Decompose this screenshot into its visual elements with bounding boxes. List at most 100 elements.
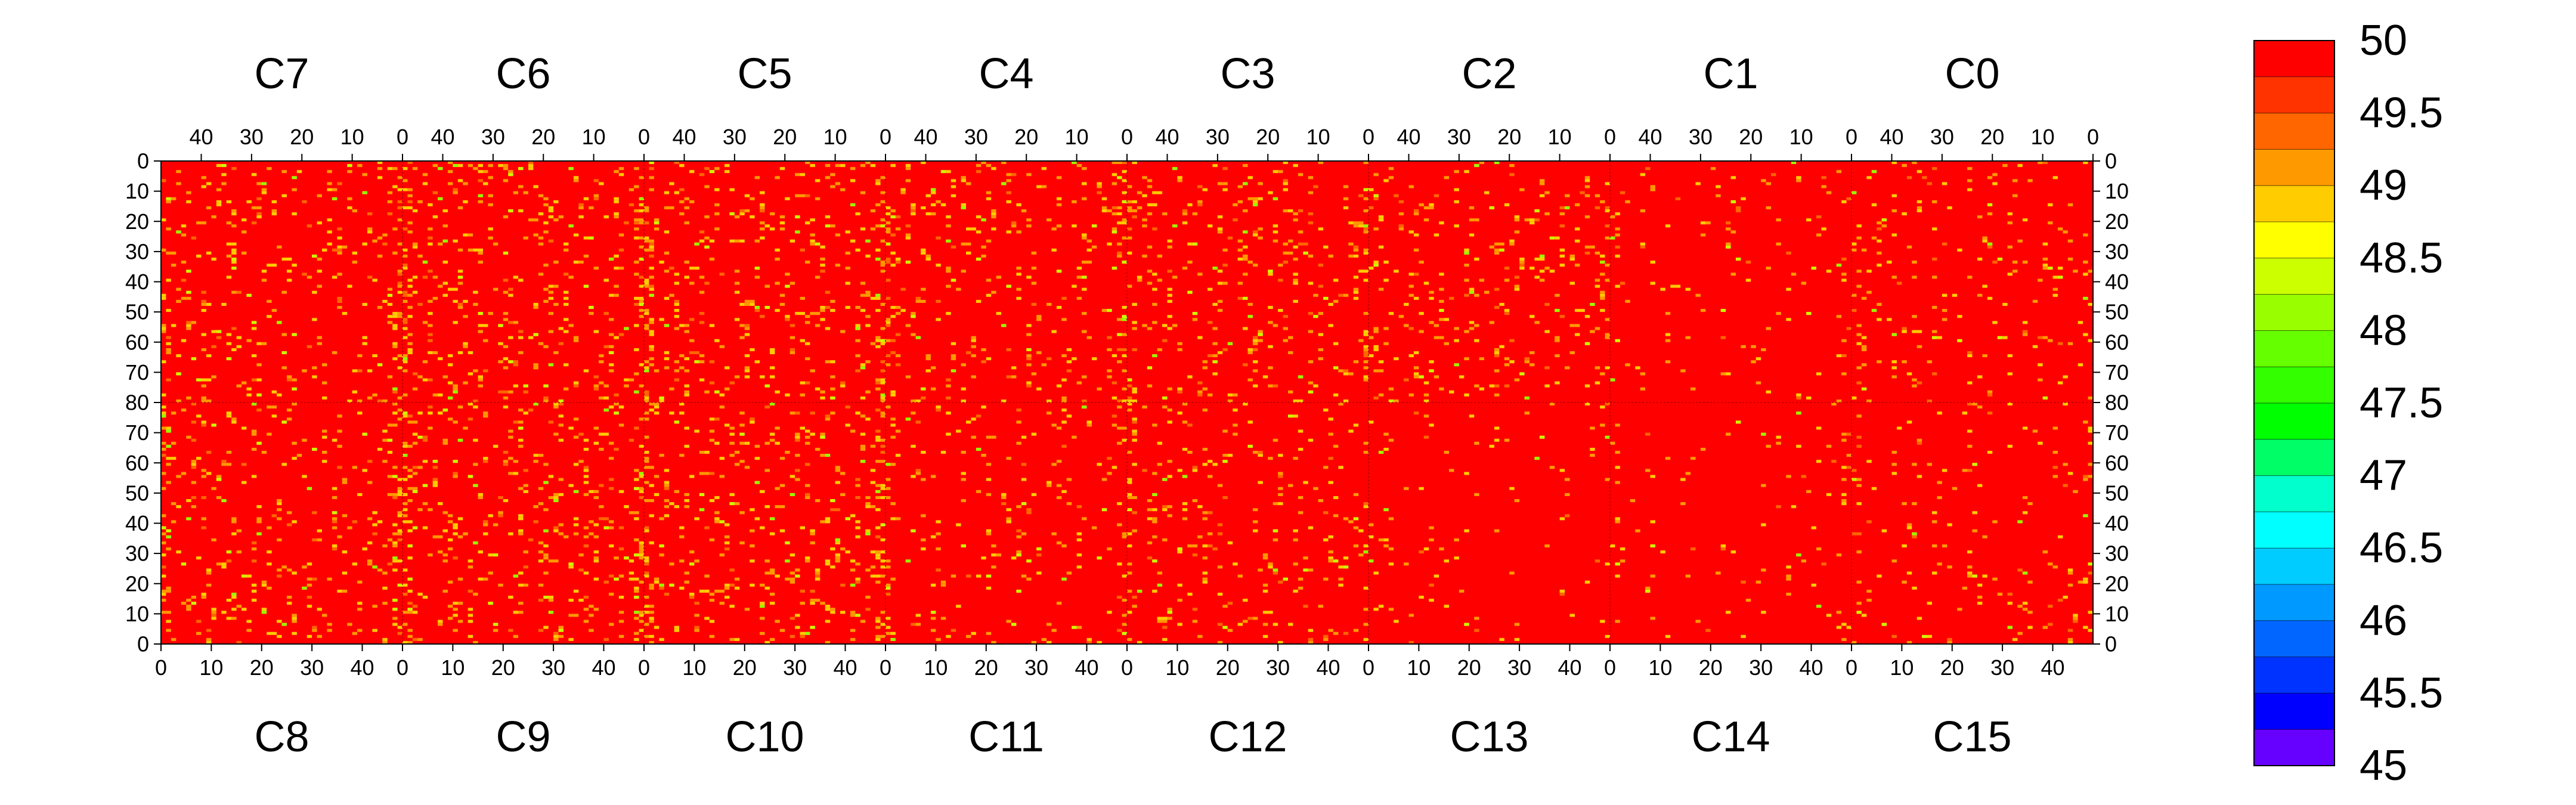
heatmap-pixel bbox=[1942, 293, 1948, 297]
heatmap-pixel bbox=[996, 275, 1002, 279]
heatmap-pixel bbox=[161, 218, 166, 222]
heatmap-pixel bbox=[704, 390, 710, 394]
heatmap-pixel bbox=[1479, 278, 1485, 282]
heatmap-pixel bbox=[704, 574, 710, 578]
heatmap-pixel bbox=[1006, 284, 1011, 288]
heatmap-pixel bbox=[1117, 333, 1122, 336]
heatmap-pixel bbox=[1489, 321, 1494, 324]
heatmap-pixel bbox=[634, 261, 639, 264]
heatmap-pixel bbox=[256, 393, 262, 397]
heatmap-pixel bbox=[438, 197, 443, 200]
heatmap-pixel bbox=[483, 520, 488, 524]
heatmap-pixel bbox=[397, 529, 402, 532]
heatmap-pixel bbox=[281, 420, 287, 424]
heatmap-pixel bbox=[548, 559, 554, 563]
heatmap-pixel bbox=[860, 447, 866, 451]
heatmap-pixel bbox=[644, 457, 649, 460]
heatmap-pixel bbox=[639, 384, 644, 388]
heatmap-pixel bbox=[925, 258, 931, 261]
heatmap-pixel bbox=[1419, 550, 1424, 554]
heatmap-pixel bbox=[1293, 299, 1298, 303]
heatmap-pixel bbox=[302, 586, 307, 590]
heatmap-pixel bbox=[870, 342, 876, 345]
heatmap-pixel bbox=[639, 176, 644, 179]
heatmap-pixel bbox=[1343, 372, 1349, 376]
heatmap-pixel bbox=[1031, 302, 1037, 306]
heatmap-pixel bbox=[734, 290, 740, 294]
heatmap-pixel bbox=[1152, 493, 1157, 496]
heatmap-pixel bbox=[1836, 399, 1842, 402]
heatmap-pixel bbox=[438, 284, 443, 288]
x-top-tick-label: 10 bbox=[582, 125, 606, 149]
heatmap-pixel bbox=[543, 626, 549, 629]
heatmap-pixel bbox=[886, 324, 891, 327]
heatmap-pixel bbox=[513, 460, 519, 463]
heatmap-pixel bbox=[1449, 296, 1454, 300]
heatmap-pixel bbox=[1610, 215, 1615, 219]
heatmap-pixel bbox=[1031, 432, 1037, 436]
heatmap-pixel bbox=[457, 275, 463, 279]
heatmap-pixel bbox=[432, 275, 438, 279]
heatmap-pixel bbox=[2057, 267, 2063, 270]
heatmap-pixel bbox=[1605, 318, 1610, 321]
heatmap-pixel bbox=[1086, 423, 1092, 427]
heatmap-pixel bbox=[921, 299, 926, 303]
heatmap-pixel bbox=[1298, 577, 1304, 581]
heatmap-pixel bbox=[422, 435, 428, 439]
heatmap-pixel bbox=[886, 318, 891, 321]
heatmap-pixel bbox=[1127, 384, 1132, 388]
heatmap-pixel bbox=[1091, 526, 1097, 530]
heatmap-pixel bbox=[367, 517, 373, 521]
heatmap-pixel bbox=[1695, 620, 1701, 623]
heatmap-pixel bbox=[201, 384, 206, 388]
heatmap-pixel bbox=[1127, 493, 1132, 496]
heatmap-pixel bbox=[694, 628, 699, 632]
heatmap-pixel bbox=[1912, 502, 1917, 506]
heatmap-pixel bbox=[1016, 441, 1021, 445]
x-bottom-tick-label: 30 bbox=[783, 655, 807, 680]
heatmap-pixel bbox=[568, 562, 574, 566]
heatmap-pixel bbox=[171, 324, 177, 327]
heatmap-pixel bbox=[1388, 547, 1394, 551]
heatmap-pixel bbox=[312, 290, 317, 294]
heatmap-pixel bbox=[402, 254, 408, 258]
heatmap-pixel bbox=[618, 620, 624, 623]
heatmap-pixel bbox=[1303, 568, 1308, 572]
colorbar-segment bbox=[2254, 113, 2334, 150]
heatmap-pixel bbox=[428, 426, 433, 430]
heatmap-pixel bbox=[2027, 611, 2033, 614]
heatmap-pixel bbox=[1318, 161, 1324, 165]
heatmap-pixel bbox=[1615, 517, 1620, 521]
heatmap-pixel bbox=[669, 411, 674, 415]
heatmap-pixel bbox=[1932, 167, 1937, 171]
heatmap-pixel bbox=[216, 200, 222, 203]
heatmap-pixel bbox=[1494, 348, 1500, 351]
heatmap-pixel bbox=[1761, 568, 1766, 572]
heatmap-pixel bbox=[1333, 496, 1339, 499]
heatmap-pixel bbox=[644, 209, 649, 213]
heatmap-pixel bbox=[1906, 640, 1912, 644]
heatmap-pixel bbox=[835, 481, 841, 484]
heatmap-pixel bbox=[397, 188, 402, 191]
heatmap-pixel bbox=[1137, 589, 1143, 593]
heatmap-pixel bbox=[1916, 209, 1922, 213]
heatmap-pixel bbox=[382, 399, 388, 402]
heatmap-pixel bbox=[905, 224, 911, 228]
heatmap-pixel bbox=[417, 637, 423, 641]
heatmap-pixel bbox=[392, 387, 398, 391]
heatmap-pixel bbox=[875, 179, 881, 182]
heatmap-pixel bbox=[302, 369, 307, 373]
heatmap-pixel bbox=[1036, 318, 1042, 321]
heatmap-pixel bbox=[639, 444, 644, 448]
heatmap-pixel bbox=[1086, 420, 1092, 424]
heatmap-pixel bbox=[714, 511, 720, 515]
heatmap-pixel bbox=[1896, 426, 1902, 430]
heatmap-pixel bbox=[1383, 508, 1389, 512]
heatmap-pixel bbox=[1796, 411, 1801, 415]
heatmap-pixel bbox=[1494, 393, 1500, 397]
heatmap-pixel bbox=[2017, 605, 2023, 608]
heatmap-pixel bbox=[886, 227, 891, 231]
heatmap-pixel bbox=[1877, 251, 1882, 255]
heatmap-pixel bbox=[699, 378, 705, 382]
heatmap-pixel bbox=[709, 592, 715, 596]
